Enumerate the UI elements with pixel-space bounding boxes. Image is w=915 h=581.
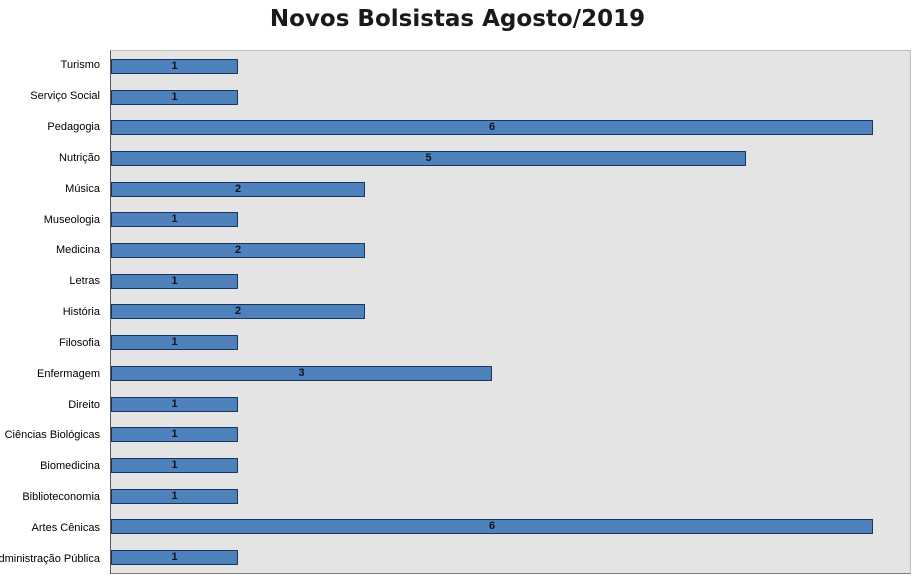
bar-row: 1 — [111, 266, 910, 297]
bar-value-label: 1 — [171, 458, 178, 471]
bar-value-label: 1 — [171, 59, 178, 72]
category-label: Enfermagem — [37, 367, 100, 380]
bar: 1 — [111, 550, 239, 566]
bar: 1 — [111, 457, 239, 473]
bar: 1 — [111, 396, 239, 412]
category-label: Filosofia — [59, 336, 100, 349]
category-label: Música — [65, 182, 100, 195]
bar-value-label: 6 — [489, 121, 496, 134]
bar: 6 — [111, 120, 874, 136]
bar-row: 1 — [111, 327, 910, 358]
bar: 3 — [111, 365, 493, 381]
category-label: Administração Pública — [0, 552, 100, 565]
category-label: Artes Cênicas — [31, 521, 100, 534]
bar-row: 1 — [111, 205, 910, 236]
bar-row: 2 — [111, 297, 910, 328]
category-label: Biblioteconomia — [22, 491, 100, 503]
bar-value-label: 3 — [298, 366, 305, 379]
bar-row: 1 — [111, 481, 910, 512]
bar-row: 1 — [111, 51, 910, 82]
category-label: Medicina — [55, 244, 100, 257]
category-label: Nutrição — [59, 151, 100, 164]
bar: 2 — [111, 243, 366, 259]
bar: 2 — [111, 304, 366, 320]
bar-row: 1 — [111, 450, 910, 481]
bar-row: 1 — [111, 82, 910, 113]
bar-row: 2 — [111, 174, 910, 205]
bar: 2 — [111, 181, 366, 197]
bar-value-label: 2 — [234, 305, 242, 318]
category-label: Serviço Social — [30, 90, 100, 103]
bar: 1 — [111, 488, 239, 504]
bar: 1 — [111, 58, 239, 74]
bar-value-label: 1 — [171, 551, 178, 564]
bar-row: 6 — [111, 512, 910, 543]
bar: 1 — [111, 273, 239, 289]
bar-row: 5 — [111, 143, 910, 174]
bar-row: 1 — [111, 389, 910, 420]
bar: 1 — [111, 427, 239, 443]
category-label: Direito — [68, 398, 100, 411]
bar-value-label: 2 — [234, 182, 242, 195]
category-label: História — [62, 306, 100, 319]
bar: 1 — [111, 335, 239, 351]
category-label: Pedagogia — [47, 121, 100, 134]
bar-value-label: 1 — [171, 90, 178, 103]
bar-value-label: 1 — [171, 489, 178, 502]
bar-row: 6 — [111, 112, 910, 143]
bar-value-label: 2 — [234, 244, 242, 257]
bar-value-label: 5 — [425, 151, 432, 164]
bar: 5 — [111, 150, 747, 166]
bar-value-label: 1 — [171, 274, 178, 287]
bar-value-label: 1 — [171, 428, 178, 441]
bar-value-label: 1 — [171, 213, 178, 226]
category-label: Museologia — [43, 213, 100, 226]
category-label: Ciências Biológicas — [4, 429, 100, 442]
category-label: Turismo — [60, 59, 100, 72]
bar-row: 1 — [111, 419, 910, 450]
bar-row: 2 — [111, 235, 910, 266]
bar: 1 — [111, 89, 239, 105]
bar: 1 — [111, 212, 239, 228]
category-label: Biomedicina — [40, 460, 100, 473]
bar-row: 1 — [111, 542, 910, 573]
category-label: Letras — [69, 275, 100, 288]
bar: 6 — [111, 519, 874, 535]
bar-row: 3 — [111, 358, 910, 389]
bar-value-label: 1 — [171, 397, 178, 410]
chart-title: Novos Bolsistas Agosto/2019 — [269, 6, 646, 32]
bar-value-label: 1 — [171, 336, 178, 349]
y-axis-labels: Turismo Serviço Social Pedagogia Nutrição Mú… — [0, 50, 105, 574]
bar-value-label: 6 — [489, 520, 496, 533]
